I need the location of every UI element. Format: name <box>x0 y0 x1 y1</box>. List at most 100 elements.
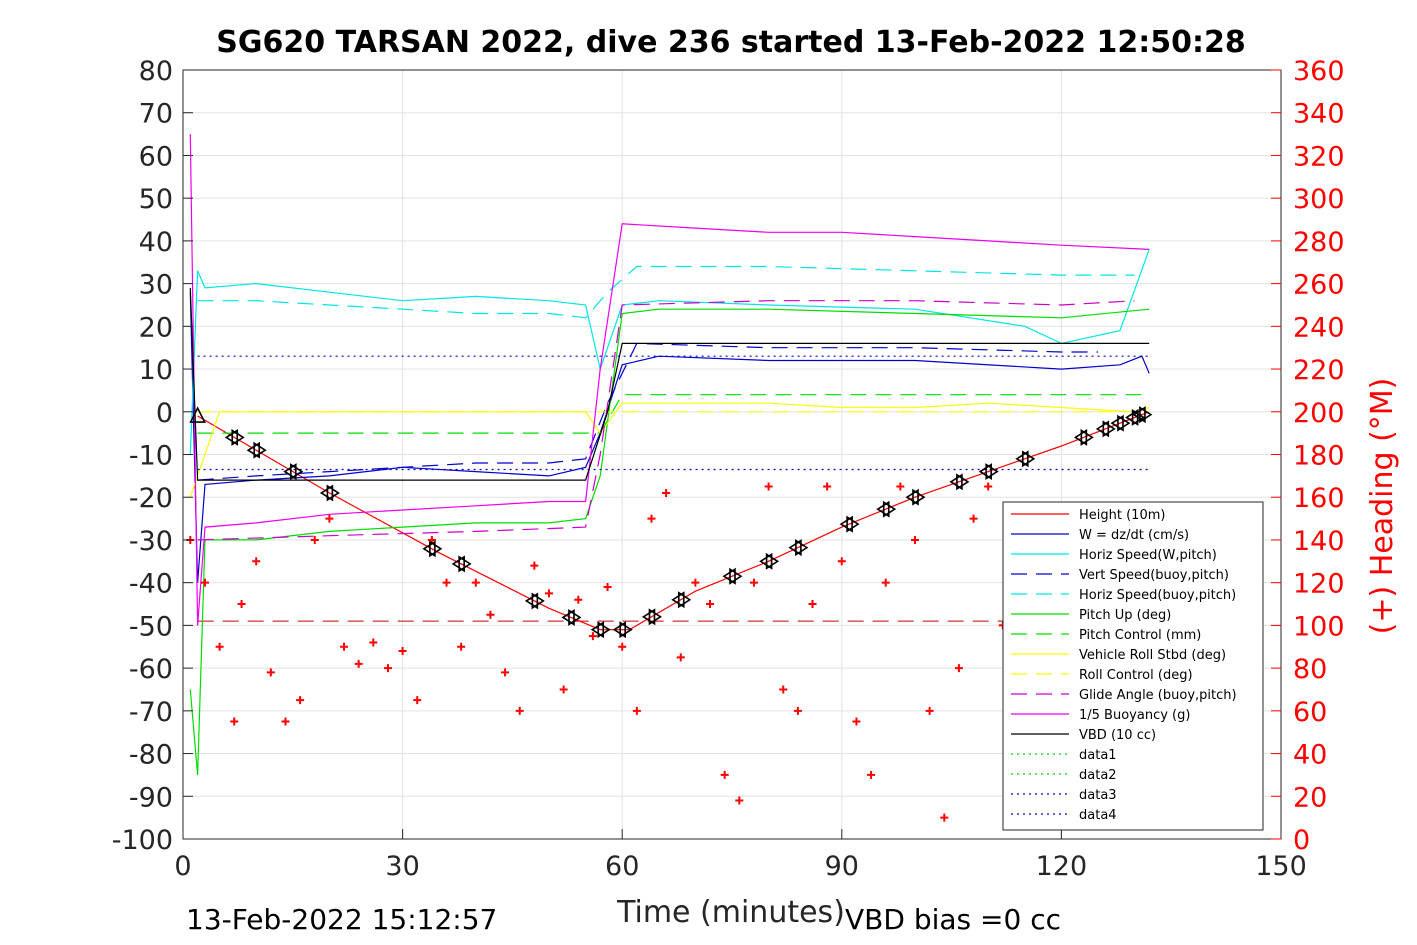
footer-timestamp: 13-Feb-2022 15:12:57 <box>186 903 497 936</box>
heading-point <box>310 535 319 544</box>
heading-point <box>281 717 290 726</box>
x-tick-label: 0 <box>174 851 191 882</box>
heading-point <box>457 642 466 651</box>
y2-tick-label: 80 <box>1293 654 1327 685</box>
y-tick-label: -40 <box>129 569 173 600</box>
y2-tick-label: 260 <box>1293 270 1345 301</box>
footer-vbd-bias: VBD bias =0 cc <box>845 903 1061 936</box>
height-marker <box>1080 428 1094 446</box>
heading-point <box>676 653 685 662</box>
y-tick-label: 20 <box>139 312 173 343</box>
y2-tick-label: 180 <box>1293 441 1345 472</box>
height-marker <box>846 515 860 533</box>
x-tick-label: 120 <box>1036 851 1088 882</box>
legend-entry: VBD (10 cc) <box>1079 728 1156 743</box>
series-line-2 <box>189 249 1150 455</box>
heading-point <box>808 600 817 609</box>
legend-entry: Glide Angle (buoy,pitch) <box>1079 688 1237 703</box>
height-marker <box>429 540 443 558</box>
y2-tick-label: 60 <box>1293 697 1327 728</box>
series-line-11 <box>189 287 1150 481</box>
heading-point <box>545 589 553 598</box>
heading-point <box>588 632 597 641</box>
series-line-5 <box>189 308 1150 775</box>
y2-tick-label: 340 <box>1293 99 1345 130</box>
legend-entry: W = dz/dt (cm/s) <box>1079 528 1189 543</box>
heading-point <box>325 514 334 523</box>
y2-tick-label: 120 <box>1293 569 1345 600</box>
y2-tick-label: 100 <box>1293 611 1345 642</box>
heading-point <box>515 706 524 715</box>
legend-entry: Vehicle Roll Stbd (deg) <box>1079 648 1226 663</box>
height-marker <box>231 428 245 446</box>
height-marker <box>597 621 611 639</box>
y-tick-label: -10 <box>129 441 173 472</box>
y-tick-label: 60 <box>139 141 173 172</box>
heading-point <box>706 600 715 609</box>
legend-entry: 1/5 Buoyancy (g) <box>1079 708 1190 723</box>
y2-tick-label: 220 <box>1293 355 1345 386</box>
heading-point <box>215 642 224 651</box>
series-line-4 <box>197 265 1135 319</box>
height-marker <box>956 473 970 491</box>
x-tick-label: 30 <box>385 851 419 882</box>
heading-point <box>369 638 378 647</box>
legend-entry: Roll Control (deg) <box>1079 668 1193 683</box>
height-marker <box>729 567 743 585</box>
heading-point <box>413 696 422 705</box>
legend-box <box>1002 501 1264 831</box>
heading-point <box>486 610 495 619</box>
y-tick-label: -90 <box>129 782 173 813</box>
legend-entry: Vert Speed(buoy,pitch) <box>1079 568 1229 583</box>
height-marker <box>189 406 206 423</box>
heading-point <box>896 482 905 491</box>
y2-axis-label: (+) Heading (°M) <box>1365 378 1400 635</box>
heading-point <box>398 647 407 656</box>
heading-point <box>720 770 729 779</box>
axis-ticks: 0 30 60 90 120 15080706050403020100-10-20-30-… <box>112 56 1345 882</box>
heading-point <box>618 642 627 651</box>
heading-point <box>852 717 861 726</box>
height-marker <box>253 441 267 459</box>
legend-entry: data4 <box>1079 808 1117 823</box>
legend: Height (10m) W = dz/dt (cm/s) Horiz Speed(… <box>1002 501 1264 831</box>
heading-point <box>647 514 656 523</box>
heading-point <box>237 600 246 609</box>
y-tick-label: 50 <box>139 184 173 215</box>
series-line-10 <box>189 134 1150 626</box>
legend-entry: Height (10m) <box>1079 508 1165 523</box>
y-tick-label: -60 <box>129 654 173 685</box>
heading-point <box>501 668 510 677</box>
y2-tick-label: 140 <box>1293 526 1345 557</box>
y2-tick-label: 280 <box>1293 227 1345 258</box>
heading-point <box>735 796 744 805</box>
heading-point <box>266 668 275 677</box>
heading-point <box>200 578 209 587</box>
legend-entry: Horiz Speed(W,pitch) <box>1079 548 1217 563</box>
heading-point <box>662 488 671 497</box>
heading-point <box>911 535 919 544</box>
height-marker <box>1117 414 1131 432</box>
height-marker <box>648 608 662 626</box>
legend-entry: data2 <box>1079 768 1117 783</box>
y-tick-label: 70 <box>139 99 173 130</box>
heading-point <box>296 696 305 705</box>
y2-tick-label: 320 <box>1293 141 1345 172</box>
y2-tick-label: 240 <box>1293 312 1345 343</box>
y-tick-label: 80 <box>139 56 173 87</box>
y2-tick-label: 360 <box>1293 56 1345 87</box>
y-tick-label: -80 <box>129 740 173 771</box>
y-tick-label: 0 <box>156 398 173 429</box>
y-tick-label: 10 <box>139 355 173 386</box>
series-line-7 <box>189 402 1150 498</box>
legend-entry: Pitch Up (deg) <box>1079 608 1171 623</box>
heading-point <box>749 578 758 587</box>
height-marker <box>326 484 340 502</box>
heading-point <box>530 561 539 570</box>
heading-point <box>442 578 451 587</box>
y-tick-label: -50 <box>129 611 173 642</box>
y-tick-label: 40 <box>139 227 173 258</box>
heading-point <box>340 642 349 651</box>
heading-point <box>230 717 239 726</box>
heading-point <box>954 664 963 673</box>
